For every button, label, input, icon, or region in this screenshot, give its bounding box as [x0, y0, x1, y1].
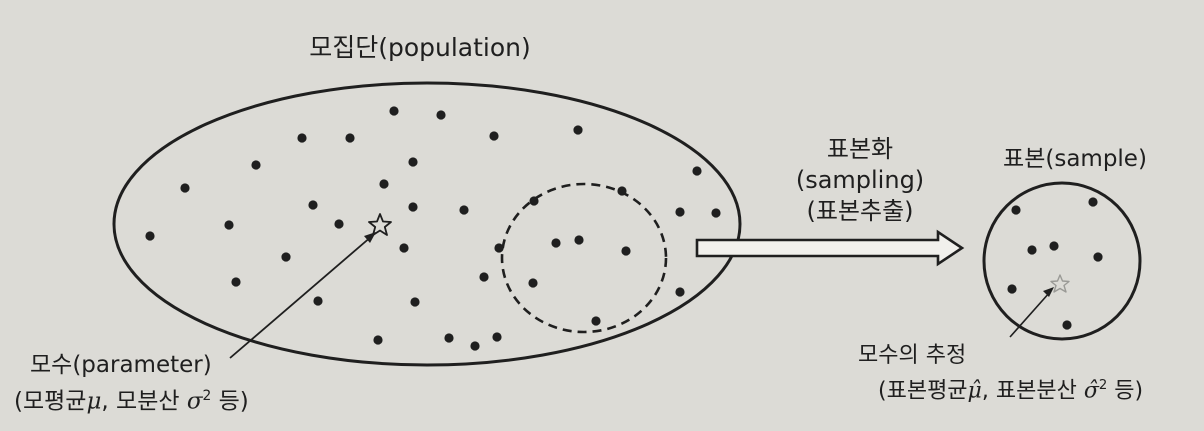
population-point	[675, 287, 685, 297]
parameter-label-line2: (모평균μ, 모분산 σ2 등)	[14, 381, 249, 418]
parameter-suffix: 등)	[211, 388, 249, 415]
estimate-star-icon	[1050, 274, 1070, 293]
sample-point	[1093, 252, 1103, 262]
population-point	[281, 252, 291, 262]
population-point	[436, 110, 446, 120]
population-point	[180, 183, 190, 193]
sample-mean-symbol: μ̂	[967, 378, 982, 404]
sample-point	[1027, 245, 1037, 255]
estimate-suffix: 등)	[1107, 378, 1144, 404]
population-point	[145, 231, 155, 241]
population-point	[251, 160, 261, 170]
population-point	[711, 208, 721, 218]
population-point	[492, 332, 502, 342]
population-point	[551, 238, 561, 248]
parameter-star-icon	[368, 213, 392, 236]
sampling-label-line3: (표본추출)	[806, 197, 914, 225]
population-point	[617, 186, 627, 196]
population-point	[470, 341, 480, 351]
population-point	[345, 133, 355, 143]
estimate-label: 모수의 추정 (표본평균μ̂, 표본분산 σ̂2 등)	[858, 341, 1143, 406]
sample-point	[1049, 241, 1059, 251]
population-point	[373, 335, 383, 345]
parameter-label-line1: 모수(parameter)	[30, 352, 212, 378]
population-point	[459, 205, 469, 215]
population-point	[444, 333, 454, 343]
parameter-mid: , 모분산	[101, 388, 187, 415]
population-point	[408, 202, 418, 212]
population-point	[308, 200, 318, 210]
population-points	[145, 106, 721, 351]
sample-point	[1088, 197, 1098, 207]
estimate-mid: , 표본분산	[981, 378, 1084, 404]
population-mean-symbol: μ	[86, 388, 102, 415]
sample-variance-power: 2	[1098, 378, 1108, 393]
sample-point	[1007, 284, 1017, 294]
sampling-label-line2: (sampling)	[795, 166, 925, 194]
sample-circle	[982, 181, 1142, 341]
population-point	[529, 196, 539, 206]
parameter-pointer-arrow	[229, 232, 376, 359]
population-point	[528, 278, 538, 288]
sample-point	[1011, 205, 1021, 215]
population-label: 모집단(population)	[309, 33, 531, 62]
estimate-label-line2: (표본평균μ̂, 표본분산 σ̂2 등)	[878, 371, 1143, 406]
population-point	[313, 296, 323, 306]
population-point	[408, 157, 418, 167]
population-ellipse	[112, 81, 742, 367]
estimate-prefix: (표본평균	[878, 378, 968, 404]
population-point	[621, 246, 631, 256]
population-point	[334, 219, 344, 229]
population-point	[410, 297, 420, 307]
population-point	[379, 179, 389, 189]
sampled-region-dashed-circle	[500, 182, 668, 334]
population-point	[692, 166, 702, 176]
population-point	[389, 106, 399, 116]
population-point	[494, 243, 504, 253]
estimate-pointer-arrow	[1009, 287, 1054, 338]
population-point	[479, 272, 489, 282]
population-point	[399, 243, 409, 253]
sample-points	[1007, 197, 1103, 330]
sample-label: 표본(sample)	[1003, 146, 1147, 172]
population-point	[297, 133, 307, 143]
population-point	[573, 125, 583, 135]
sampling-label-line1: 표본화	[826, 135, 894, 163]
population-point	[489, 131, 499, 141]
sample-point	[1062, 320, 1072, 330]
parameter-prefix: (모평균	[14, 388, 87, 415]
population-variance-symbol: σ	[186, 388, 203, 415]
sampling-label: 표본화 (sampling) (표본추출)	[760, 134, 960, 227]
population-point	[224, 220, 234, 230]
sample-variance-symbol: σ̂	[1083, 378, 1099, 404]
population-point	[231, 277, 241, 287]
population-point	[574, 235, 584, 245]
population-point	[675, 207, 685, 217]
parameter-label: 모수(parameter) (모평균μ, 모분산 σ2 등)	[14, 350, 249, 418]
population-variance-power: 2	[202, 388, 212, 404]
estimate-label-line1: 모수의 추정	[858, 343, 967, 368]
sampling-arrow	[695, 229, 965, 267]
population-point	[591, 316, 601, 326]
